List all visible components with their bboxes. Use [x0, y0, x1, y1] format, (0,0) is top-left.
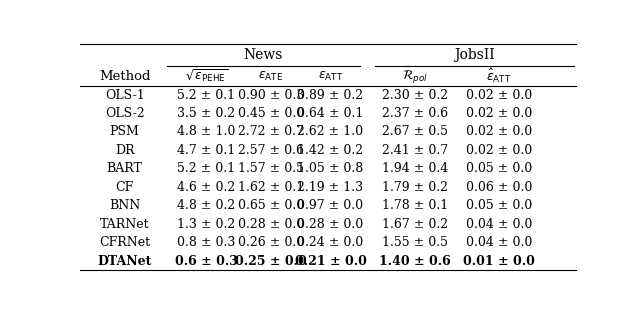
Text: 0.02 ± 0.0: 0.02 ± 0.0 — [466, 144, 532, 157]
Text: 0.8 ± 0.3: 0.8 ± 0.3 — [177, 236, 236, 249]
Text: 2.41 ± 0.7: 2.41 ± 0.7 — [381, 144, 448, 157]
Text: 0.90 ± 0.3: 0.90 ± 0.3 — [238, 89, 304, 102]
Text: 5.2 ± 0.1: 5.2 ± 0.1 — [177, 89, 236, 102]
Text: $\hat{\epsilon}_{\mathrm{ATT}}$: $\hat{\epsilon}_{\mathrm{ATT}}$ — [486, 67, 512, 85]
Text: $\mathcal{R}_{pol}$: $\mathcal{R}_{pol}$ — [402, 68, 428, 85]
Text: 4.7 ± 0.1: 4.7 ± 0.1 — [177, 144, 236, 157]
Text: 1.3 ± 0.2: 1.3 ± 0.2 — [177, 218, 236, 231]
Text: 1.78 ± 0.1: 1.78 ± 0.1 — [381, 199, 448, 212]
Text: 0.45 ± 0.0: 0.45 ± 0.0 — [238, 107, 304, 120]
Text: DTANet: DTANet — [97, 255, 152, 268]
Text: TARNet: TARNet — [100, 218, 150, 231]
Text: 0.02 ± 0.0: 0.02 ± 0.0 — [466, 107, 532, 120]
Text: BNN: BNN — [109, 199, 140, 212]
Text: 0.05 ± 0.0: 0.05 ± 0.0 — [466, 162, 532, 175]
Text: DR: DR — [115, 144, 134, 157]
Text: 0.28 ± 0.0: 0.28 ± 0.0 — [238, 218, 304, 231]
Text: 0.24 ± 0.0: 0.24 ± 0.0 — [298, 236, 364, 249]
Text: 1.67 ± 0.2: 1.67 ± 0.2 — [381, 218, 448, 231]
Text: 0.02 ± 0.0: 0.02 ± 0.0 — [466, 89, 532, 102]
Text: 1.05 ± 0.8: 1.05 ± 0.8 — [298, 162, 364, 175]
Text: 0.65 ± 0.0: 0.65 ± 0.0 — [238, 199, 304, 212]
Text: 0.21 ± 0.0: 0.21 ± 0.0 — [294, 255, 367, 268]
Text: 2.57 ± 0.6: 2.57 ± 0.6 — [238, 144, 304, 157]
Text: 1.62 ± 0.1: 1.62 ± 0.1 — [238, 181, 304, 194]
Text: 3.5 ± 0.2: 3.5 ± 0.2 — [177, 107, 236, 120]
Text: 2.67 ± 0.5: 2.67 ± 0.5 — [382, 125, 448, 138]
Text: 0.64 ± 0.1: 0.64 ± 0.1 — [298, 107, 364, 120]
Text: 1.79 ± 0.2: 1.79 ± 0.2 — [382, 181, 448, 194]
Text: 2.19 ± 1.3: 2.19 ± 1.3 — [298, 181, 364, 194]
Text: 0.6 ± 0.3: 0.6 ± 0.3 — [175, 255, 238, 268]
Text: 4.8 ± 0.2: 4.8 ± 0.2 — [177, 199, 236, 212]
Text: $\sqrt{\epsilon_{\mathrm{PEHE}}}$: $\sqrt{\epsilon_{\mathrm{PEHE}}}$ — [185, 68, 228, 85]
Text: BART: BART — [107, 162, 143, 175]
Text: Method: Method — [99, 70, 150, 83]
Text: $\epsilon_{\mathrm{ATT}}$: $\epsilon_{\mathrm{ATT}}$ — [318, 70, 343, 83]
Text: 1.57 ± 0.5: 1.57 ± 0.5 — [238, 162, 304, 175]
Text: 1.40 ± 0.6: 1.40 ± 0.6 — [379, 255, 451, 268]
Text: OLS-1: OLS-1 — [105, 89, 145, 102]
Text: 0.28 ± 0.0: 0.28 ± 0.0 — [298, 218, 364, 231]
Text: 1.42 ± 0.2: 1.42 ± 0.2 — [298, 144, 364, 157]
Text: OLS-2: OLS-2 — [105, 107, 145, 120]
Text: 0.01 ± 0.0: 0.01 ± 0.0 — [463, 255, 535, 268]
Text: News: News — [244, 48, 284, 62]
Text: 2.62 ± 1.0: 2.62 ± 1.0 — [298, 125, 364, 138]
Text: 5.2 ± 0.1: 5.2 ± 0.1 — [177, 162, 236, 175]
Text: 4.8 ± 1.0: 4.8 ± 1.0 — [177, 125, 236, 138]
Text: 0.25 ± 0.0: 0.25 ± 0.0 — [235, 255, 307, 268]
Text: 0.26 ± 0.0: 0.26 ± 0.0 — [238, 236, 304, 249]
Text: 2.72 ± 0.7: 2.72 ± 0.7 — [238, 125, 304, 138]
Text: 2.37 ± 0.6: 2.37 ± 0.6 — [381, 107, 448, 120]
Text: CFRNet: CFRNet — [99, 236, 150, 249]
Text: 0.04 ± 0.0: 0.04 ± 0.0 — [466, 236, 532, 249]
Text: $\epsilon_{\mathrm{ATE}}$: $\epsilon_{\mathrm{ATE}}$ — [259, 70, 284, 83]
Text: 0.89 ± 0.2: 0.89 ± 0.2 — [298, 89, 364, 102]
Text: 2.30 ± 0.2: 2.30 ± 0.2 — [381, 89, 448, 102]
Text: JobsII: JobsII — [454, 48, 495, 62]
Text: 0.97 ± 0.0: 0.97 ± 0.0 — [298, 199, 364, 212]
Text: 4.6 ± 0.2: 4.6 ± 0.2 — [177, 181, 236, 194]
Text: 0.02 ± 0.0: 0.02 ± 0.0 — [466, 125, 532, 138]
Text: PSM: PSM — [109, 125, 140, 138]
Text: CF: CF — [115, 181, 134, 194]
Text: 0.04 ± 0.0: 0.04 ± 0.0 — [466, 218, 532, 231]
Text: 1.94 ± 0.4: 1.94 ± 0.4 — [381, 162, 448, 175]
Text: 0.05 ± 0.0: 0.05 ± 0.0 — [466, 199, 532, 212]
Text: 0.06 ± 0.0: 0.06 ± 0.0 — [466, 181, 532, 194]
Text: 1.55 ± 0.5: 1.55 ± 0.5 — [382, 236, 448, 249]
